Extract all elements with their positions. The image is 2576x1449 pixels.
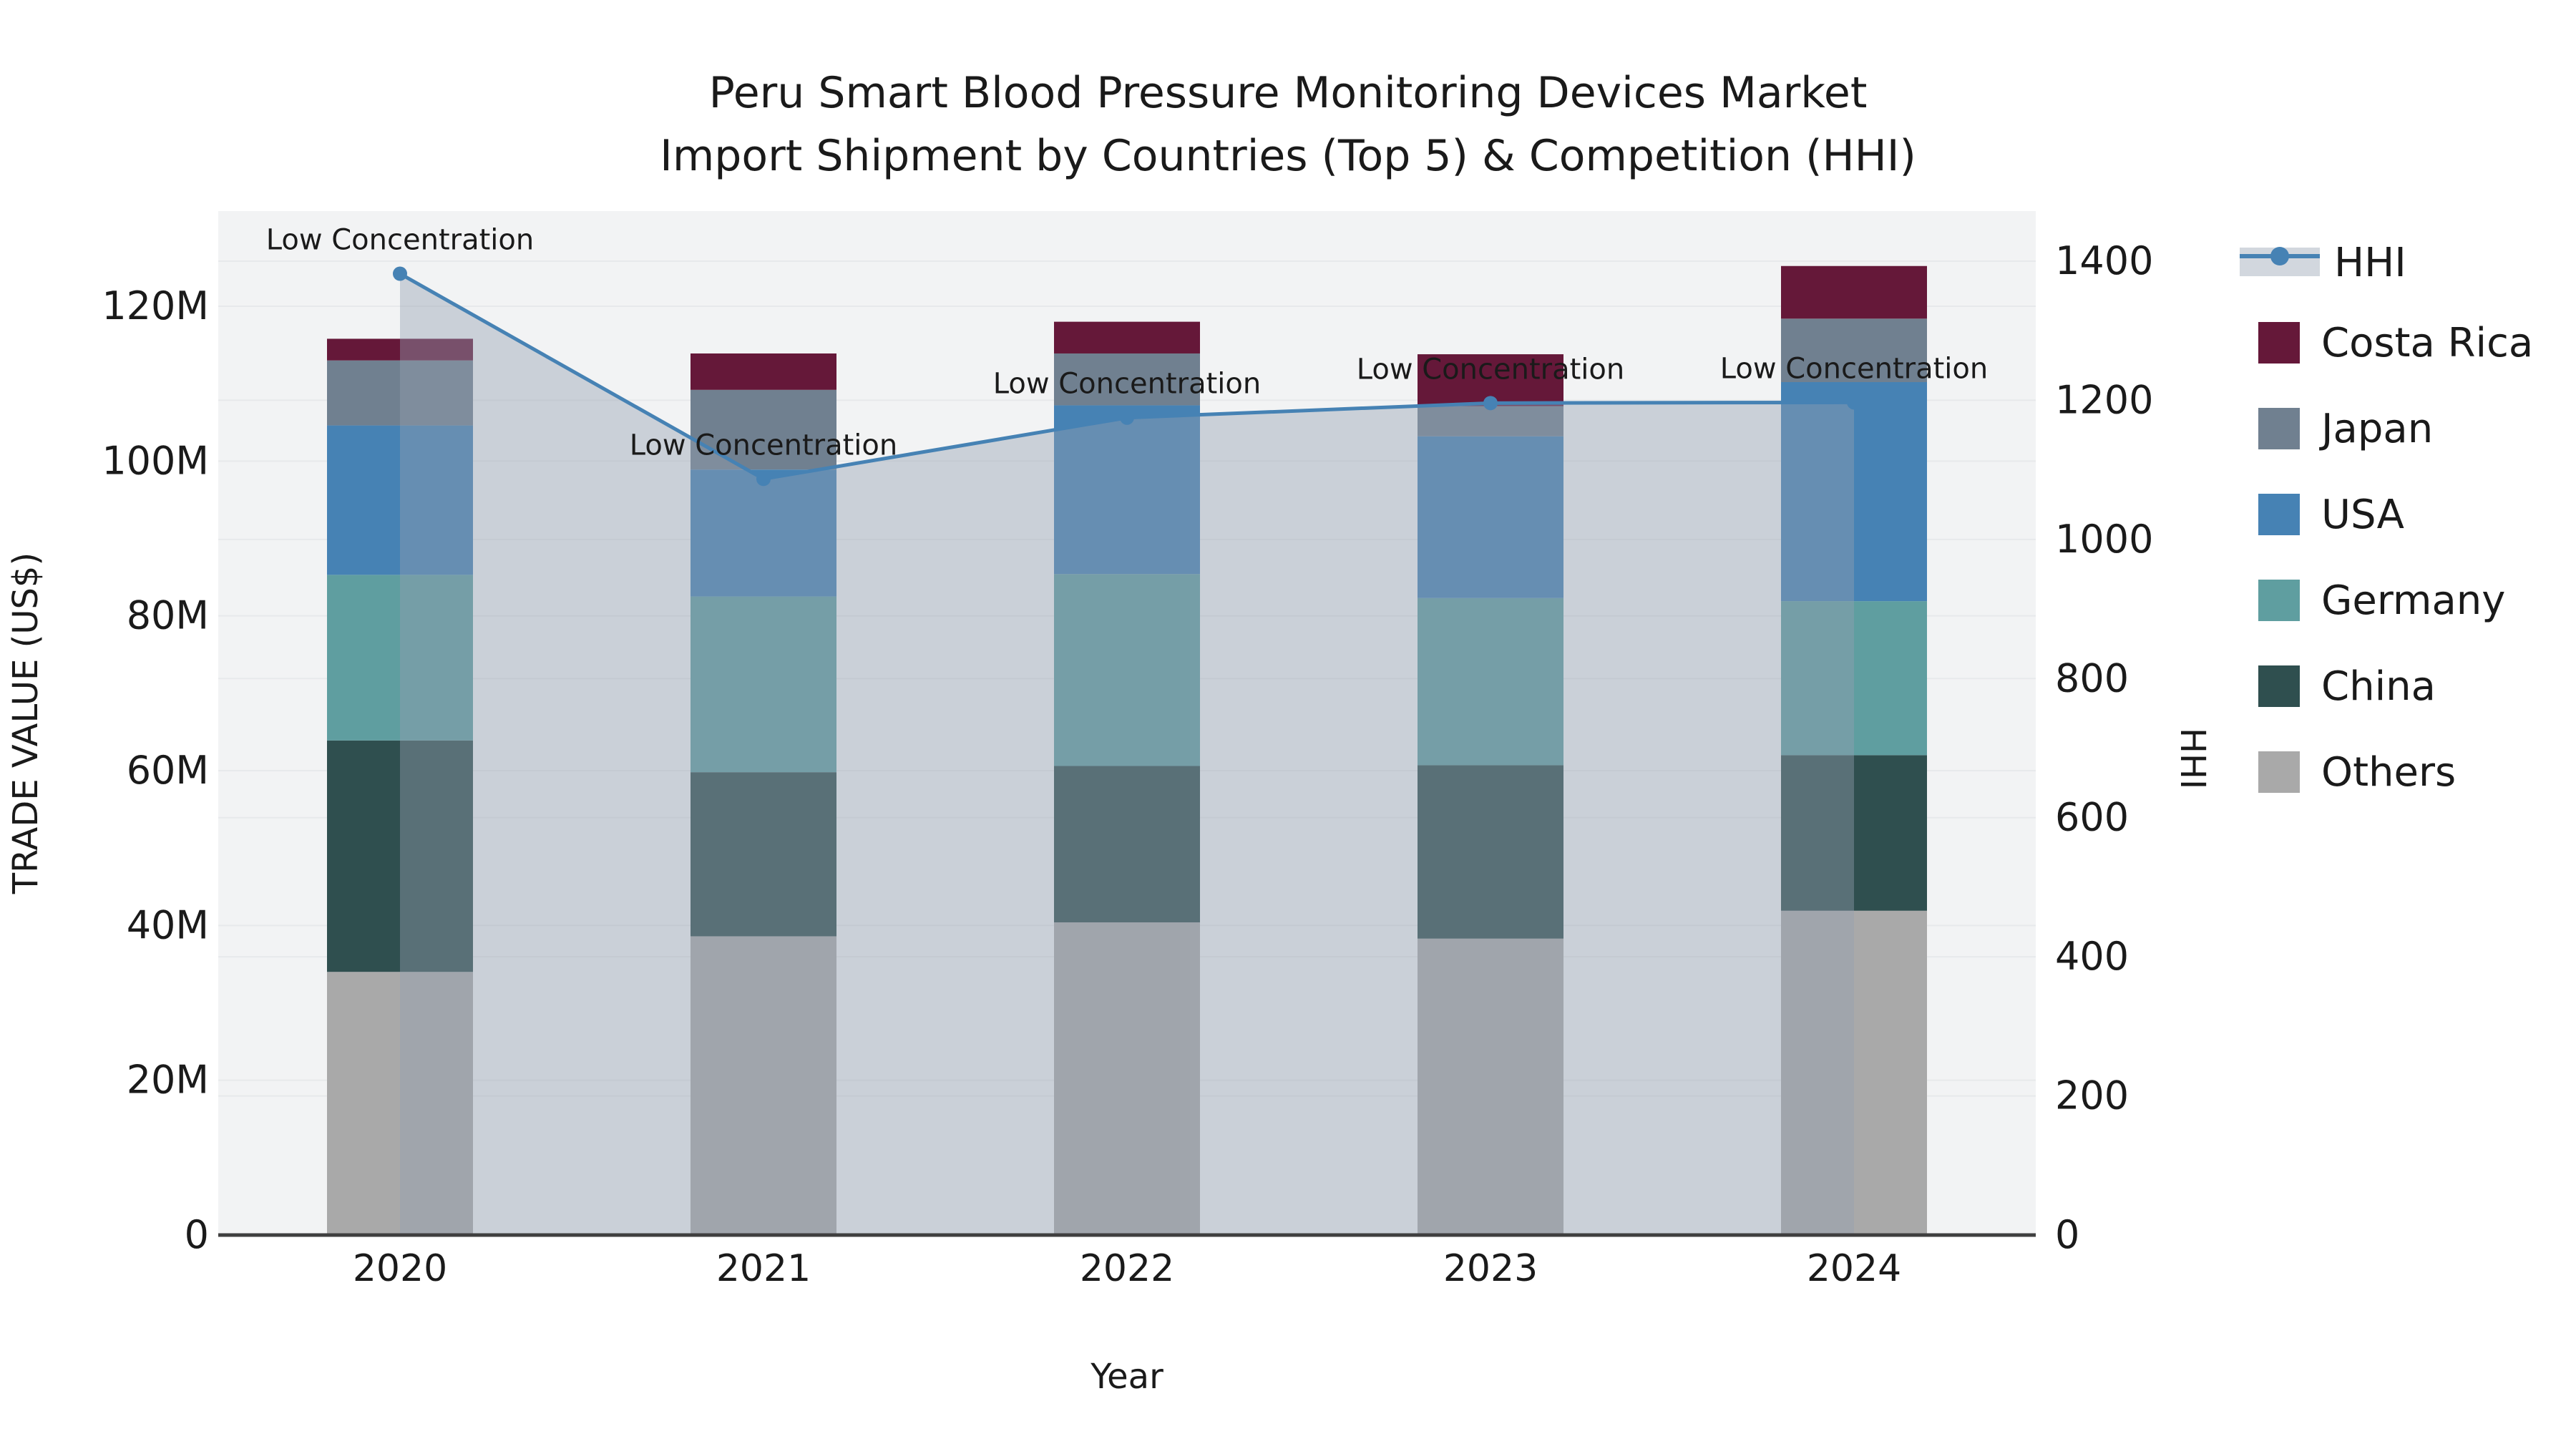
legend-item-china[interactable]: China [2258,663,2436,710]
y-left-tick-100M: 100M [102,438,209,483]
legend-label-costa-rica: Costa Rica [2321,320,2533,366]
x-tick-2020: 2020 [353,1247,447,1290]
y-right-axis-title: HHI [2172,728,2212,789]
bar-2021-costa-rica [691,353,836,390]
x-tick-2024: 2024 [1807,1247,1901,1290]
bar-2021-others [691,936,836,1235]
bar-2023-usa [1418,436,1563,598]
hhi-marker-2021 [756,472,771,487]
bar-2020-japan [327,360,473,426]
bar-2024-costa-rica [1781,265,1927,319]
y-left-tick-120M: 120M [102,283,209,328]
y-right-tick-600: 600 [2055,795,2129,840]
chart-title-line2: Import Shipment by Countries (Top 5) & C… [660,131,1916,181]
bar-2023-germany [1418,597,1563,766]
hhi-area-fill [400,273,1854,1236]
legend-hhi-marker-sample [2270,247,2289,265]
annotation-2020: Low Concentration [266,223,534,256]
chart-title-line1: Peru Smart Blood Pressure Monitoring Dev… [709,68,1868,118]
x-tick-2023: 2023 [1443,1247,1538,1290]
bar-2024-germany [1781,601,1927,756]
bar-2024-usa [1781,382,1927,602]
legend-label-china: China [2321,663,2436,710]
y-right-tick-1400: 1400 [2055,238,2153,283]
bar-2022-china [1054,766,1200,923]
annotation-2023: Low Concentration [1357,353,1624,386]
hhi-marker-2022 [1120,410,1134,425]
legend-item-others[interactable]: Others [2258,749,2456,796]
legend-label-others: Others [2321,749,2456,796]
y-left-tick-20M: 20M [127,1058,209,1103]
bar-2020-china [327,740,473,972]
annotation-2021: Low Concentration [630,429,897,462]
bar-2023-japan [1418,406,1563,436]
y-left-axis-title: TRADE VALUE (US$) [6,552,46,894]
legend-label-germany: Germany [2321,577,2505,624]
bar-2023-others [1418,938,1563,1235]
annotation-2024: Low Concentration [1720,352,1988,385]
y-right-tick-400: 400 [2055,934,2129,979]
legend-item-usa[interactable]: USA [2258,492,2404,538]
bar-2020-usa [327,425,473,575]
y-right-tick-200: 200 [2055,1073,2129,1118]
legend-swatch-usa [2258,494,2300,535]
bar-2022-germany [1054,574,1200,766]
hhi-marker-2020 [393,266,407,281]
y-right-tick-1200: 1200 [2055,377,2153,422]
legend-swatch-germany [2258,580,2300,621]
bar-2022-usa [1054,405,1200,575]
bar-2020-germany [327,575,473,741]
hhi-marker-2023 [1483,396,1498,411]
bar-2022-japan [1054,353,1200,406]
bar-2021-germany [691,596,836,773]
bar-2020-others [327,972,473,1235]
y-right-tick-1000: 1000 [2055,517,2153,562]
y-right-tick-0: 0 [2055,1212,2079,1257]
annotation-2022: Low Concentration [993,368,1261,401]
x-axis-title: Year [1090,1357,1163,1397]
hhi-marker-2024 [1847,395,1861,410]
legend-item-costa-rica[interactable]: Costa Rica [2258,320,2533,366]
bar-2021-usa [691,469,836,597]
x-tick-2022: 2022 [1080,1247,1174,1290]
legend-item-hhi[interactable]: HHI [2240,240,2406,286]
bar-2020-costa-rica [327,338,473,361]
legend-label-usa: USA [2321,492,2404,538]
bar-2024-japan [1781,318,1927,383]
bar-2021-china [691,772,836,937]
bar-2021-japan [691,389,836,470]
legend-swatch-others [2258,751,2300,793]
legend-swatch-china [2258,665,2300,707]
y-left-tick-0: 0 [185,1212,209,1257]
legend-item-japan[interactable]: Japan [2258,406,2433,452]
y-left-tick-60M: 60M [127,748,209,793]
legend-swatch-japan [2258,408,2300,449]
legend-swatch-costa-rica [2258,322,2300,364]
x-tick-2021: 2021 [716,1247,811,1290]
bar-2024-others [1781,910,1927,1235]
bar-2023-china [1418,765,1563,939]
bar-2022-costa-rica [1054,321,1200,353]
legend-item-germany[interactable]: Germany [2258,577,2505,624]
y-right-tick-800: 800 [2055,655,2129,701]
legend-label-hhi: HHI [2334,240,2406,286]
legend-label-japan: Japan [2319,406,2433,452]
y-left-tick-40M: 40M [127,902,209,947]
y-left-tick-80M: 80M [127,593,209,638]
bar-2022-others [1054,922,1200,1235]
bar-2024-china [1781,755,1927,911]
